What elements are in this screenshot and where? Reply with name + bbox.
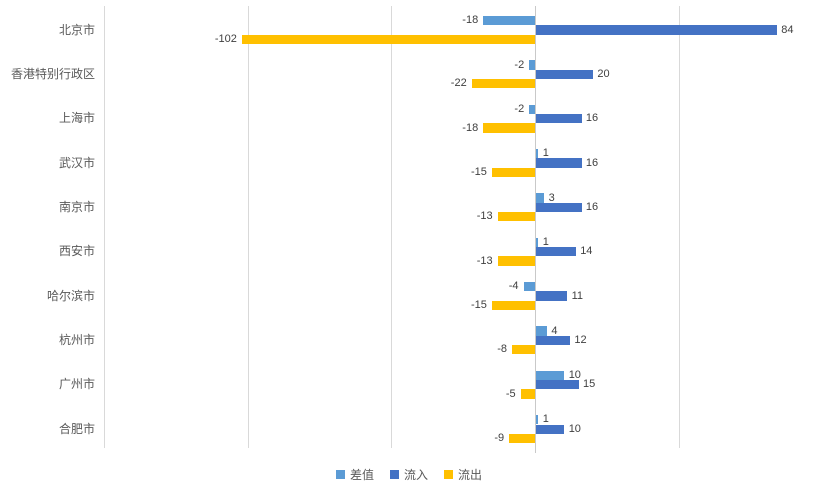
chart-legend: 差值 流入 流出 bbox=[0, 466, 818, 483]
data-label-outflow: -15 bbox=[471, 298, 487, 311]
data-label-inflow: 20 bbox=[597, 67, 610, 80]
bar-inflow bbox=[535, 25, 777, 35]
bar-outflow bbox=[509, 433, 535, 444]
legend-item-diff: 差值 bbox=[335, 466, 374, 483]
bar-outflow bbox=[471, 79, 535, 89]
bar-diff bbox=[529, 60, 535, 70]
category-label: 杭州市 bbox=[58, 332, 95, 347]
data-label-diff: -18 bbox=[462, 14, 479, 27]
bar-inflow bbox=[535, 335, 570, 346]
category-label: 合肥市 bbox=[58, 421, 95, 436]
legend-label-outflow: 流出 bbox=[458, 468, 483, 482]
bar-outflow bbox=[497, 256, 535, 266]
bar-diff bbox=[483, 16, 535, 26]
bar-outflow bbox=[497, 212, 535, 222]
data-label-inflow: 14 bbox=[580, 245, 593, 258]
data-label-inflow: 16 bbox=[585, 112, 599, 125]
bar-outflow bbox=[491, 167, 535, 177]
bar-outflow bbox=[241, 34, 535, 44]
bar-outflow bbox=[520, 389, 535, 399]
bar-inflow bbox=[535, 291, 568, 301]
data-label-diff: 1 bbox=[542, 413, 549, 426]
bar-diff bbox=[529, 104, 535, 114]
category-label: 广州市 bbox=[58, 377, 95, 392]
data-label-outflow: -9 bbox=[494, 431, 505, 444]
bar-inflow bbox=[535, 380, 579, 390]
gridline bbox=[104, 6, 105, 448]
data-label-outflow: -22 bbox=[450, 77, 467, 90]
data-label-inflow: 16 bbox=[585, 200, 599, 213]
data-label-inflow: 12 bbox=[574, 333, 587, 346]
bar-diff bbox=[523, 282, 535, 292]
category-label: 武汉市 bbox=[58, 155, 95, 170]
bar-inflow bbox=[535, 424, 565, 434]
gridline bbox=[678, 6, 680, 448]
legend-label-diff: 差值 bbox=[349, 468, 374, 482]
data-label-inflow: 16 bbox=[585, 156, 599, 169]
data-label-diff: 4 bbox=[551, 324, 558, 337]
data-label-diff: 10 bbox=[568, 368, 581, 381]
data-label-inflow: 10 bbox=[568, 422, 581, 435]
data-label-diff: -2 bbox=[514, 102, 525, 115]
data-label-outflow: -8 bbox=[497, 343, 507, 356]
data-label-outflow: -15 bbox=[471, 165, 487, 178]
bar-diff bbox=[535, 370, 565, 381]
category-label: 上海市 bbox=[58, 111, 95, 126]
data-label-diff: -2 bbox=[514, 58, 525, 71]
data-label-diff: 1 bbox=[542, 147, 549, 160]
bar-diff bbox=[535, 193, 545, 203]
category-label: 西安市 bbox=[58, 244, 95, 259]
data-label-outflow: -5 bbox=[505, 387, 516, 400]
data-label-inflow: 11 bbox=[571, 289, 584, 302]
legend-item-outflow: 流出 bbox=[444, 466, 482, 483]
category-label: 南京市 bbox=[58, 199, 95, 214]
data-label-outflow: -13 bbox=[476, 210, 493, 223]
category-label: 香港特别行政区 bbox=[10, 66, 95, 81]
gridline bbox=[247, 6, 249, 448]
data-label-inflow: 15 bbox=[583, 378, 596, 391]
data-label-outflow: -102 bbox=[214, 32, 237, 45]
bar-outflow bbox=[483, 123, 535, 133]
data-label-diff: -4 bbox=[508, 280, 519, 293]
bar-diff bbox=[535, 149, 539, 159]
bar-diff bbox=[535, 237, 539, 248]
bar-inflow bbox=[535, 247, 576, 257]
data-label-outflow: -13 bbox=[476, 254, 493, 267]
bar-diff bbox=[535, 326, 547, 336]
data-label-outflow: -18 bbox=[462, 121, 479, 134]
outflow-series-swatch bbox=[444, 470, 453, 479]
category-label: 北京市 bbox=[58, 22, 95, 37]
bar-inflow bbox=[535, 158, 582, 168]
data-label-diff: 1 bbox=[542, 235, 549, 248]
data-label-diff: 3 bbox=[548, 191, 555, 204]
category-label: 哈尔滨市 bbox=[46, 288, 95, 303]
category-axis-line bbox=[535, 6, 536, 453]
legend-label-inflow: 流入 bbox=[403, 468, 428, 482]
diff-series-swatch bbox=[335, 470, 345, 479]
data-label-inflow: 84 bbox=[781, 23, 794, 36]
bar-outflow bbox=[512, 345, 535, 355]
gridline bbox=[391, 6, 393, 448]
legend-item-inflow: 流入 bbox=[389, 466, 428, 483]
inflow-series-swatch bbox=[389, 470, 399, 479]
bar-diff bbox=[535, 415, 539, 425]
bar-inflow bbox=[535, 114, 582, 124]
bar-inflow bbox=[535, 202, 582, 212]
bar-inflow bbox=[535, 69, 593, 79]
bar-outflow bbox=[491, 300, 535, 310]
